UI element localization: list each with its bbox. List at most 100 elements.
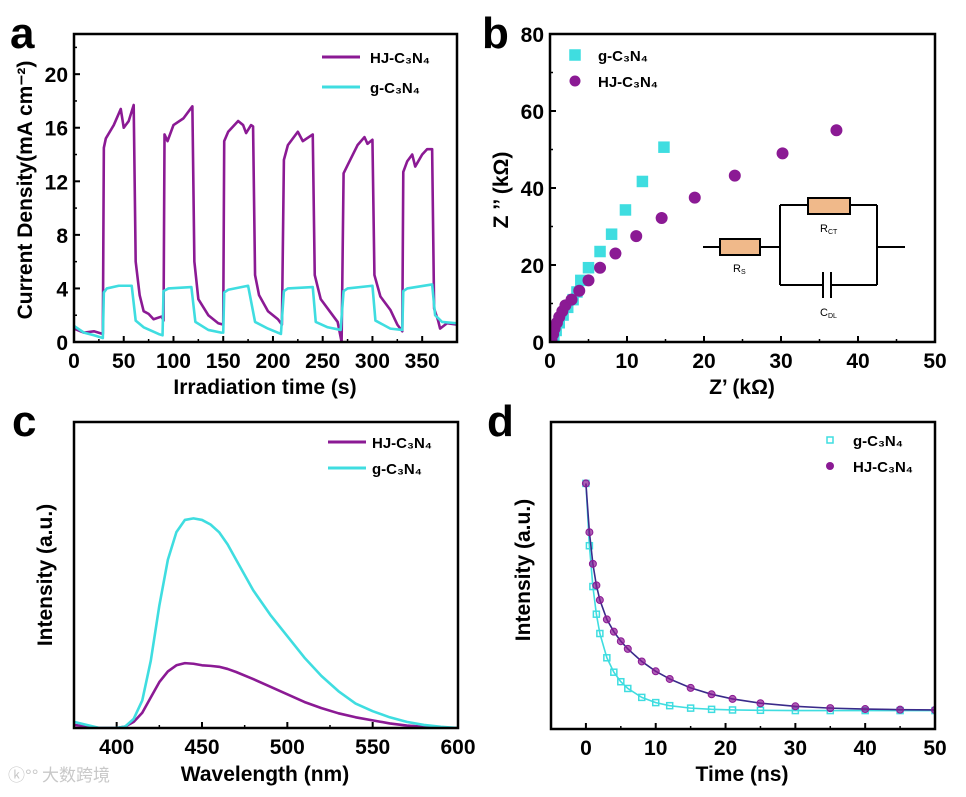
data-point-hj	[588, 559, 597, 568]
series-line-hj	[585, 483, 935, 711]
y-axis-label: Z ’’ (kΩ)	[490, 152, 513, 229]
data-point-hj	[616, 637, 625, 646]
x-tick-label: 600	[440, 736, 475, 759]
panel-b: 0 10 20 30 40 50 0 20 40 60 80 g-C₃N₄ HJ-C₃N₄ Z’ (kΩ)…	[482, 9, 947, 399]
data-point-hj	[637, 657, 646, 666]
y-tick-label: 20	[521, 255, 544, 278]
plot-area	[550, 124, 843, 342]
y-tick-label: 80	[521, 24, 544, 47]
data-point-g	[594, 245, 606, 258]
legend-label-hj: HJ-C₃N₄	[370, 50, 430, 67]
x-tick-label: 350	[405, 350, 440, 373]
data-point-hj	[756, 699, 765, 708]
legend-label-g: g-C₃N₄	[372, 461, 422, 478]
data-point-g	[707, 705, 716, 714]
legend-label-hj: HJ-C₃N₄	[598, 74, 658, 91]
x-tick-label: 0	[580, 737, 592, 760]
x-tick-label: 40	[854, 737, 877, 760]
x-tick-label: 400	[99, 736, 134, 759]
y-tick-label: 4	[56, 278, 68, 301]
panel-c: 400 450 500 550 600 HJ-C₃N₄ g-C₃N₄ Wavelength (…	[12, 397, 476, 786]
legend-label-hj: HJ-C₃N₄	[372, 435, 432, 452]
data-point-hj	[791, 702, 800, 711]
legend-label-g: g-C₃N₄	[598, 48, 648, 65]
panel-letter: d	[487, 397, 514, 446]
series-line-hj	[74, 103, 457, 342]
data-point-g	[596, 629, 604, 638]
data-point-hj	[630, 230, 643, 243]
y-tick-label: 40	[521, 178, 544, 201]
x-tick-label: 250	[305, 350, 340, 373]
y-axis-label: Intensity (a.u.)	[512, 499, 535, 641]
data-point-g	[658, 141, 670, 153]
x-tick-label: 450	[184, 736, 219, 759]
legend-swatch-g	[826, 436, 834, 444]
panel-letter: a	[10, 9, 35, 58]
axes-frame	[72, 32, 459, 344]
watermark: 大数跨境	[42, 766, 110, 785]
x-tick-label: 50	[112, 350, 135, 373]
axes-frame	[72, 420, 460, 730]
data-point-hj	[655, 212, 668, 225]
data-point-g	[585, 541, 594, 550]
legend-swatch-hj	[826, 462, 834, 470]
series-line-g	[585, 483, 935, 712]
data-point-g	[636, 175, 649, 188]
x-axis-label: Z’ (kΩ)	[709, 376, 775, 399]
data-point-g	[592, 610, 601, 618]
data-point-g	[617, 677, 625, 686]
x-axis-label: Irradiation time (s)	[173, 376, 356, 399]
y-tick-label: 0	[532, 332, 544, 355]
data-point-hj	[861, 705, 870, 714]
data-point-hj	[826, 704, 835, 713]
x-tick-label: 300	[355, 350, 390, 373]
circuit-label-cdl: CDL	[820, 307, 837, 320]
x-tick-label: 550	[355, 736, 390, 759]
circuit-label-sub: DL	[828, 313, 837, 320]
axes-frame	[549, 420, 937, 731]
y-tick-label: 0	[56, 332, 68, 355]
panel-a: 0 50 100 150 200 250 300 350 0 4 8 12 16 20 HJ-C₃N₄ g-C…	[10, 9, 459, 399]
data-point-hj	[594, 261, 607, 274]
x-tick-label: 100	[156, 350, 191, 373]
x-tick-label: 30	[784, 737, 807, 760]
legend-swatch-hj	[569, 75, 581, 87]
panel-letter: b	[482, 9, 509, 58]
x-tick-label: 10	[615, 350, 638, 373]
resistor-rct	[807, 197, 851, 215]
panel-letter: c	[12, 397, 36, 446]
x-tick-label: 0	[68, 350, 80, 373]
watermark-logo: ⓚ°°	[8, 766, 39, 785]
series-line-g	[74, 517, 458, 728]
data-point-hj	[665, 674, 674, 683]
x-tick-label: 150	[206, 350, 241, 373]
data-point-g	[605, 228, 618, 240]
data-point-g	[651, 698, 660, 707]
panel-d: 0 10 20 30 40 50 g-C₃N₄ HJ-C₃N₄ Time (ns) Intensi…	[487, 397, 947, 786]
x-axis-label: Time (ns)	[696, 763, 789, 786]
data-point-hj	[688, 191, 701, 204]
y-tick-label: 8	[56, 225, 68, 248]
y-tick-label: 12	[45, 171, 68, 194]
data-point-g	[756, 706, 765, 715]
legend-label-g: g-C₃N₄	[370, 80, 420, 97]
equivalent-circuit-inset: RS RCT CDL	[703, 197, 905, 320]
x-tick-label: 50	[923, 737, 946, 760]
data-point-hj	[623, 644, 632, 653]
series-line-hj	[74, 661, 458, 728]
x-tick-label: 20	[692, 350, 715, 373]
data-point-hj	[585, 528, 594, 537]
plot-area	[74, 103, 457, 342]
x-tick-label: 0	[544, 350, 556, 373]
x-tick-label: 500	[270, 736, 305, 759]
data-point-hj	[686, 683, 695, 692]
y-axis-label: Current Density(mA cm⁻²)	[14, 61, 37, 320]
resistor-rs	[719, 238, 761, 256]
data-point-g	[610, 668, 618, 676]
data-point-hj	[728, 169, 741, 182]
y-tick-label: 20	[45, 64, 68, 87]
data-point-g	[603, 654, 611, 662]
data-point-g	[638, 693, 646, 702]
x-tick-label: 200	[255, 350, 290, 373]
